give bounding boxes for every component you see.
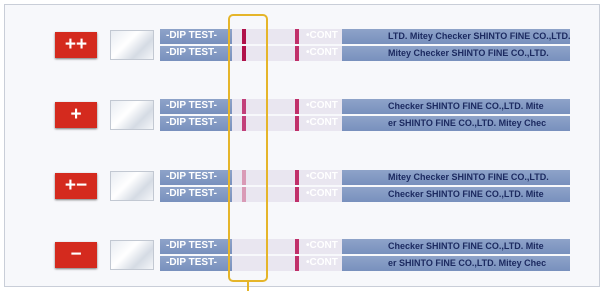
brand-text: Mitey Checker SHINTO FINE CO.,LTD. bbox=[388, 48, 549, 58]
strip-text: -DIP TEST- bbox=[166, 30, 217, 41]
sample-pad bbox=[110, 240, 154, 270]
strip-text: -DIP TEST- bbox=[166, 171, 217, 182]
strip-text: •CONT bbox=[306, 257, 338, 268]
strip-text: -DIP TEST- bbox=[166, 188, 217, 199]
control-band bbox=[295, 116, 299, 131]
test-strip: -DIP TEST- •CONT Checker SHINTO FINE CO.,L… bbox=[160, 239, 570, 254]
sample-pad bbox=[110, 171, 154, 201]
test-strip: -DIP TEST- •CONT Checker SHINTO FINE CO.,L… bbox=[160, 187, 570, 202]
strip-text: •CONT bbox=[306, 117, 338, 128]
brand-text: Checker SHINTO FINE CO.,LTD. Mite bbox=[388, 101, 544, 111]
result-label: − bbox=[55, 242, 97, 268]
brand-text: LTD. Mitey Checker SHINTO FINE CO.,LTD. bbox=[388, 31, 570, 41]
test-strip: -DIP TEST- •CONT er SHINTO FINE CO.,LTD. M… bbox=[160, 256, 570, 271]
result-label: +− bbox=[55, 173, 97, 199]
strip-text: •CONT bbox=[306, 100, 338, 111]
strip-text: •CONT bbox=[306, 47, 338, 58]
brand-text: Mitey Checker SHINTO FINE CO.,LTD. bbox=[388, 172, 549, 182]
strip-text: •CONT bbox=[306, 171, 338, 182]
brand-text: er SHINTO FINE CO.,LTD. Mitey Chec bbox=[388, 118, 546, 128]
control-band bbox=[295, 239, 299, 254]
strip-text: •CONT bbox=[306, 240, 338, 251]
control-band bbox=[295, 29, 299, 44]
test-strip: -DIP TEST- •CONT LTD. Mitey Checker SHINTO… bbox=[160, 29, 570, 44]
strip-text: -DIP TEST- bbox=[166, 257, 217, 268]
brand-text: Checker SHINTO FINE CO.,LTD. Mite bbox=[388, 189, 544, 199]
sample-pad bbox=[110, 30, 154, 60]
test-strip: -DIP TEST- •CONT Mitey Checker SHINTO FINE… bbox=[160, 170, 570, 185]
pointer-line bbox=[247, 282, 249, 291]
control-band bbox=[295, 256, 299, 271]
result-label: ++ bbox=[55, 32, 97, 58]
highlight-box bbox=[228, 14, 268, 282]
result-label: + bbox=[55, 102, 97, 128]
figure: ++ -DIP TEST- •CONT LTD. Mitey Checker SHIN… bbox=[0, 0, 606, 291]
control-band bbox=[295, 99, 299, 114]
control-band bbox=[295, 187, 299, 202]
brand-text: Checker SHINTO FINE CO.,LTD. Mite bbox=[388, 241, 544, 251]
strip-text: -DIP TEST- bbox=[166, 47, 217, 58]
test-strip: -DIP TEST- •CONT er SHINTO FINE CO.,LTD. M… bbox=[160, 116, 570, 131]
strip-text: •CONT bbox=[306, 188, 338, 199]
test-strip: -DIP TEST- •CONT Mitey Checker SHINTO FINE… bbox=[160, 46, 570, 61]
strip-text: -DIP TEST- bbox=[166, 100, 217, 111]
test-strip: -DIP TEST- •CONT Checker SHINTO FINE CO.,L… bbox=[160, 99, 570, 114]
brand-text: er SHINTO FINE CO.,LTD. Mitey Chec bbox=[388, 258, 546, 268]
sample-pad bbox=[110, 100, 154, 130]
control-band bbox=[295, 46, 299, 61]
control-band bbox=[295, 170, 299, 185]
strip-text: -DIP TEST- bbox=[166, 117, 217, 128]
strip-text: •CONT bbox=[306, 30, 338, 41]
strip-text: -DIP TEST- bbox=[166, 240, 217, 251]
